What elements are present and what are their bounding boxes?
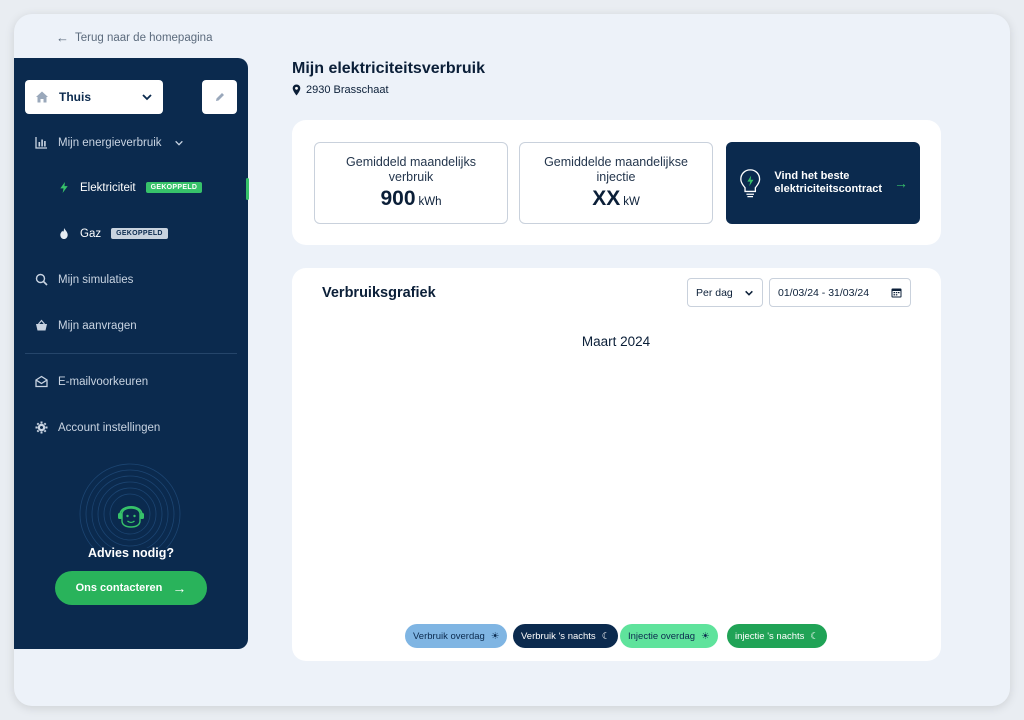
sidebar-item-energy[interactable]: Mijn energieverbruik <box>35 136 184 149</box>
sidebar-item-simulations[interactable]: Mijn simulaties <box>35 273 133 286</box>
stat-unit: kWh <box>418 196 442 208</box>
sidebar-item-gas[interactable]: Gaz GEKOPPELD <box>58 227 168 240</box>
legend-label: Verbruik overdag <box>413 630 485 642</box>
search-calc-icon <box>35 273 48 286</box>
period-select[interactable]: Per dag <box>687 278 763 307</box>
chart-panel-title: Verbruiksgrafiek <box>322 285 436 301</box>
edit-button[interactable] <box>202 80 237 114</box>
chevron-down-icon <box>142 94 152 101</box>
date-range-value: 01/03/24 - 31/03/24 <box>778 286 870 299</box>
moon-icon: ☾ <box>810 630 819 642</box>
best-contract-label: Vind het beste elektriciteitscontract <box>774 170 883 195</box>
home-icon <box>36 91 48 103</box>
sidebar-item-label: Elektriciteit <box>80 181 136 194</box>
legend-label: Verbruik 's nachts <box>521 630 596 642</box>
legend-label: Injectie overdag <box>628 630 696 642</box>
sidebar-item-account-settings[interactable]: Account instellingen <box>35 421 160 434</box>
sidebar-item-label: Gaz <box>80 227 102 240</box>
map-pin-icon <box>292 84 301 96</box>
stat-unit: kW <box>623 196 640 208</box>
chevron-down-icon <box>174 140 183 146</box>
chevron-down-icon <box>745 290 753 296</box>
legend-night-injection[interactable]: injectie 's nachts ☾ <box>727 624 827 648</box>
gear-icon <box>35 421 48 434</box>
page-title: Mijn elektriciteitsverbruik <box>292 60 485 77</box>
sun-icon: ☀ <box>490 630 500 642</box>
consumption-chart: Maart 2024 <box>582 334 651 349</box>
sidebar: Thuis Mijn energieverbruik Elektriciteit… <box>14 58 249 649</box>
location-select-value: Thuis <box>59 90 91 104</box>
sidebar-item-label: E-mailvoorkeuren <box>58 375 149 388</box>
date-range-picker[interactable]: 01/03/24 - 31/03/24 <box>769 278 911 307</box>
chart-title: Maart 2024 <box>582 334 651 349</box>
moon-icon: ☾ <box>601 630 611 642</box>
arrow-left-icon: ← <box>56 30 69 45</box>
sidebar-item-label: Mijn aanvragen <box>58 319 137 332</box>
pencil-icon <box>215 93 224 101</box>
help-title: Advies nodig? <box>87 546 175 560</box>
envelope-icon <box>35 375 48 388</box>
stat-label: Gemiddelde maandelijkse injectie <box>544 155 688 184</box>
bolt-icon <box>60 181 68 194</box>
sun-icon: ☀ <box>701 630 710 642</box>
stat-avg-consumption: Gemiddeld maandelijks verbruik 900 kWh <box>314 142 508 224</box>
best-contract-button[interactable]: Vind het beste elektriciteitscontract → <box>726 142 920 224</box>
chart-card: Verbruiksgrafiek Per dag 01/03/24 - 31/0… <box>292 268 941 661</box>
legend-night-usage[interactable]: Verbruik 's nachts ☾ <box>513 624 619 648</box>
sidebar-item-email-prefs[interactable]: E-mailvoorkeuren <box>35 375 148 388</box>
stat-value: XX <box>592 187 621 210</box>
back-link-label: Terug naar de homepagina <box>75 31 213 44</box>
active-indicator <box>246 178 249 200</box>
sidebar-divider <box>25 353 237 354</box>
stat-value-row: 900 kWh <box>315 187 507 211</box>
summary-card: Gemiddeld maandelijks verbruik 900 kWh Ge… <box>292 120 941 245</box>
sidebar-item-label: Account instellingen <box>58 421 161 434</box>
lightbulb-icon <box>740 169 761 198</box>
stat-avg-injection: Gemiddelde maandelijkse injectie XX kW <box>519 142 713 224</box>
legend-day-injection[interactable]: Injectie overdag ☀ <box>620 624 718 648</box>
sidebar-item-requests[interactable]: Mijn aanvragen <box>35 319 137 332</box>
arrow-right-icon: → <box>172 580 187 596</box>
page-location: 2930 Brasschaat <box>292 84 389 96</box>
contact-button[interactable]: Ons contacteren → <box>55 571 207 605</box>
legend-label: injectie 's nachts <box>735 630 805 642</box>
status-badge: GEKOPPELD <box>111 228 168 239</box>
stat-value: 900 <box>380 187 416 210</box>
bar-chart-icon <box>35 137 47 149</box>
sidebar-item-label: Mijn energieverbruik <box>58 136 162 149</box>
stat-value-row: XX kW <box>520 187 712 211</box>
basket-icon <box>36 319 47 331</box>
flame-icon <box>60 227 68 240</box>
sidebar-item-label: Mijn simulaties <box>58 273 134 286</box>
sidebar-item-electricity[interactable]: Elektriciteit GEKOPPELD <box>58 181 203 194</box>
legend-day-usage[interactable]: Verbruik overdag ☀ <box>405 624 508 648</box>
advisor-headset-icon <box>114 497 148 531</box>
stat-label: Gemiddeld maandelijks verbruik <box>346 155 476 184</box>
contact-button-label: Ons contacteren <box>75 582 163 594</box>
back-link[interactable]: ← Terug naar de homepagina <box>56 30 212 45</box>
location-select[interactable]: Thuis <box>25 80 163 114</box>
period-select-value: Per dag <box>696 286 733 299</box>
calendar-icon <box>891 288 902 298</box>
location-text: 2930 Brasschaat <box>306 84 389 96</box>
advisor-rings <box>79 463 181 548</box>
arrow-right-icon: → <box>894 175 908 191</box>
status-badge: GEKOPPELD <box>145 182 203 193</box>
